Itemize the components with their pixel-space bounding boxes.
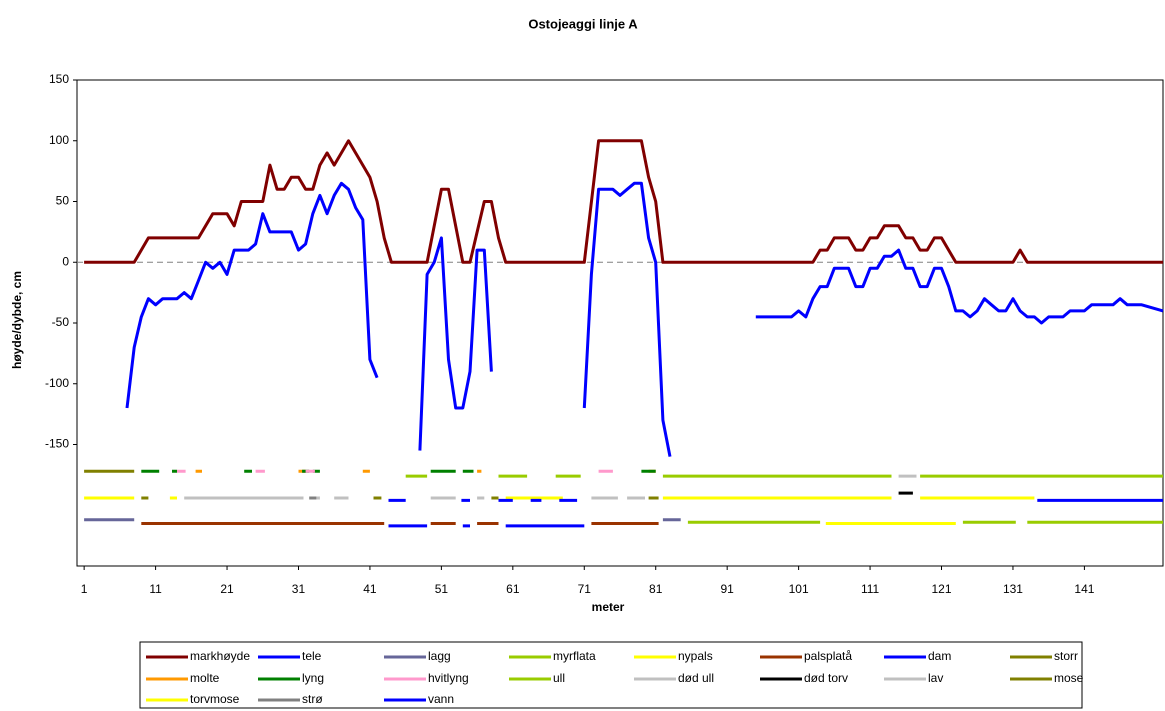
x-tick-label: 121	[931, 582, 951, 596]
legend-label: myrflata	[553, 649, 596, 663]
chart-title: Ostojeaggi linje A	[528, 16, 638, 31]
legend-label: storr	[1054, 649, 1078, 663]
legend-label: mose	[1054, 671, 1084, 685]
x-tick-label: 51	[435, 582, 449, 596]
x-tick-label: 91	[720, 582, 734, 596]
x-tick-label: 81	[649, 582, 663, 596]
y-axis-label: høyde/dybde, cm	[10, 271, 24, 369]
legend-label: død torv	[804, 671, 848, 685]
legend-label: vann	[428, 692, 454, 706]
legend-box	[139, 641, 1083, 709]
legend-label: nypals	[678, 649, 713, 663]
legend-label: palsplatå	[804, 649, 852, 663]
x-tick-label: 141	[1074, 582, 1094, 596]
y-tick-label: 50	[56, 194, 70, 208]
legend-label: torvmose	[190, 692, 240, 706]
legend-label: strø	[302, 692, 323, 706]
legend-label: molte	[190, 671, 220, 685]
plot-frame	[76, 79, 1164, 567]
x-axis-label: meter	[592, 600, 625, 614]
y-tick-label: -100	[45, 376, 69, 390]
legend-label: tele	[302, 649, 322, 663]
legend-label: hvitlyng	[428, 671, 469, 685]
series-line	[125, 181, 1164, 457]
y-tick-label: -50	[52, 315, 70, 329]
x-tick-label: 111	[861, 582, 880, 596]
y-tick-label: 0	[62, 254, 69, 268]
y-tick-label: 150	[49, 72, 69, 86]
legend-label: lav	[928, 671, 943, 685]
legend-label: ull	[553, 671, 565, 685]
x-tick-label: 11	[149, 582, 162, 596]
legend-label: lagg	[428, 649, 451, 663]
legend-label: dam	[928, 649, 951, 663]
x-tick-label: 1	[81, 582, 88, 596]
x-tick-label: 71	[578, 582, 592, 596]
legend-label: markhøyde	[190, 649, 250, 663]
y-tick-label: 100	[49, 133, 69, 147]
legend-label: lyng	[302, 671, 324, 685]
x-tick-label: 31	[292, 582, 306, 596]
x-tick-label: 41	[363, 582, 377, 596]
x-tick-label: 101	[789, 582, 809, 596]
x-tick-label: 21	[220, 582, 234, 596]
legend-label: død ull	[678, 671, 714, 685]
x-tick-label: 61	[506, 582, 520, 596]
y-tick-label: -150	[45, 437, 69, 451]
series-line	[84, 139, 1163, 264]
x-tick-label: 131	[1003, 582, 1023, 596]
